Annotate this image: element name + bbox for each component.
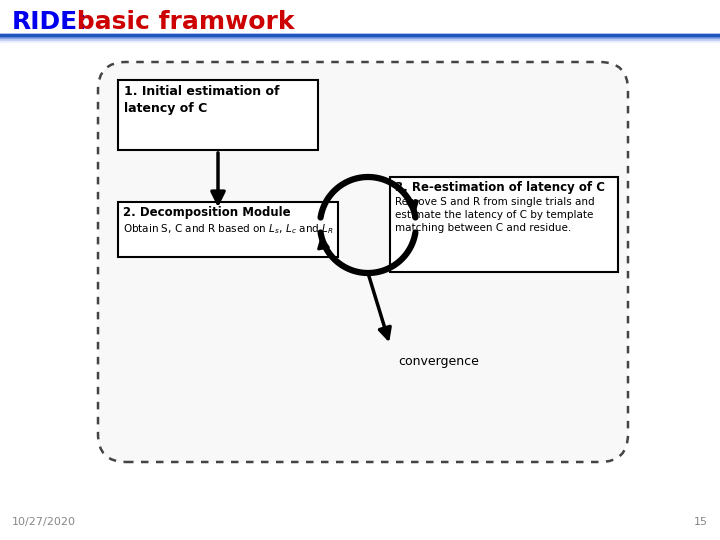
- Text: estimate the latency of C by template: estimate the latency of C by template: [395, 210, 593, 220]
- Text: 2. Decomposition Module: 2. Decomposition Module: [123, 206, 291, 219]
- Text: basic framwork: basic framwork: [68, 10, 294, 34]
- Bar: [118, 80, 318, 150]
- Text: RIDE:: RIDE:: [12, 10, 88, 34]
- Bar: [0, 36, 720, 38]
- Text: Remove S and R from single trials and: Remove S and R from single trials and: [395, 197, 595, 207]
- FancyBboxPatch shape: [98, 62, 628, 462]
- Text: matching between C and residue.: matching between C and residue.: [395, 223, 571, 233]
- Bar: [0, 34, 720, 36]
- Bar: [0, 40, 720, 42]
- Text: latency of C: latency of C: [124, 102, 207, 115]
- Text: 1. Initial estimation of: 1. Initial estimation of: [124, 85, 279, 98]
- Text: 3. Re-estimation of latency of C: 3. Re-estimation of latency of C: [395, 181, 605, 194]
- Bar: [0, 38, 720, 40]
- Text: 10/27/2020: 10/27/2020: [12, 517, 76, 527]
- Text: 15: 15: [694, 517, 708, 527]
- Bar: [118, 202, 338, 257]
- Text: convergence: convergence: [398, 355, 479, 368]
- Bar: [390, 177, 618, 272]
- Text: Obtain S, C and R based on $L_s$, $L_c$ and $L_R$: Obtain S, C and R based on $L_s$, $L_c$ …: [123, 222, 333, 236]
